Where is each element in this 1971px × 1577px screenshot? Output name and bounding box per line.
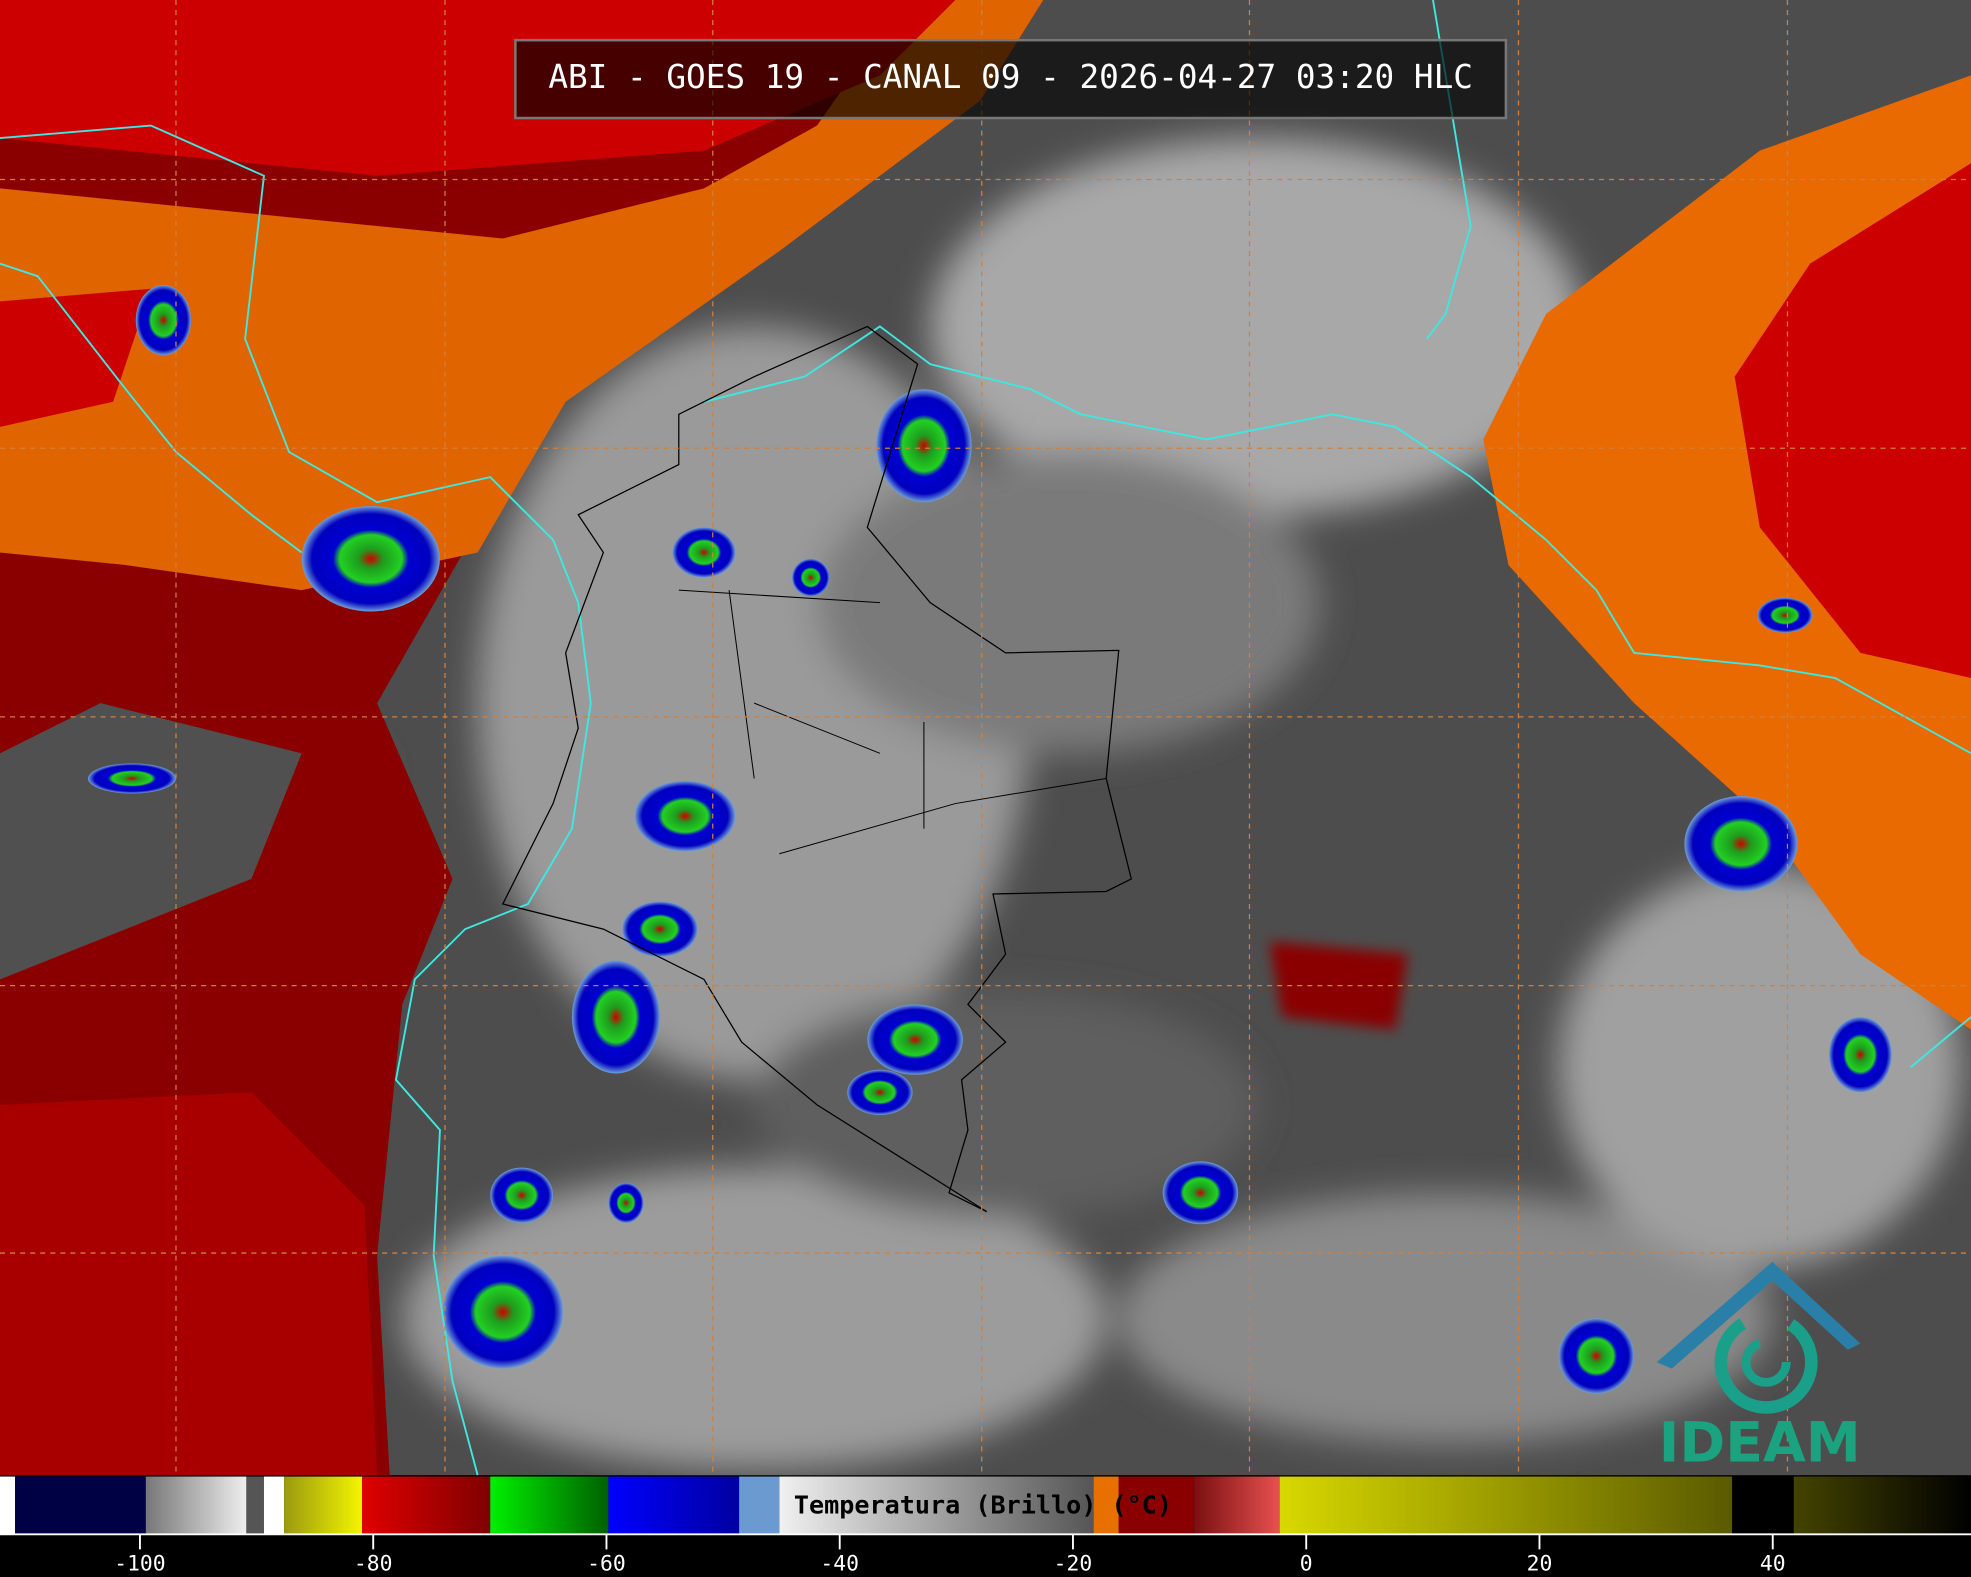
tick-label: -80 [354, 1551, 393, 1576]
colorbar: Temperatura (Brillo) (°C) -100 -80 -60 -40-… [0, 1475, 1971, 1577]
tick-label: -40 [820, 1551, 859, 1576]
imagery [0, 0, 1971, 1476]
colorbar-ticks: -100 -80 -60 -40 -20 0 20 40 [114, 1534, 1786, 1576]
title-box: ABI - GOES 19 - CANAL 09 - 2026-04-27 03… [514, 38, 1508, 120]
title: ABI - GOES 19 - CANAL 09 - 2026-04-27 03… [548, 58, 1473, 96]
storm-cells [87, 285, 1892, 1394]
tick-label: -60 [587, 1551, 626, 1576]
colorbar-label: Temperatura (Brillo) (°C) [794, 1491, 1172, 1520]
graticule [0, 0, 1971, 1476]
logo: IDEAM [1656, 1261, 1861, 1476]
tick-label: 0 [1300, 1551, 1313, 1576]
tick-label: -20 [1054, 1551, 1093, 1576]
tick-label: 20 [1527, 1551, 1553, 1576]
logo-text: IDEAM [1659, 1412, 1861, 1476]
tick-label: 40 [1760, 1551, 1786, 1576]
tick-label: -100 [114, 1551, 165, 1576]
